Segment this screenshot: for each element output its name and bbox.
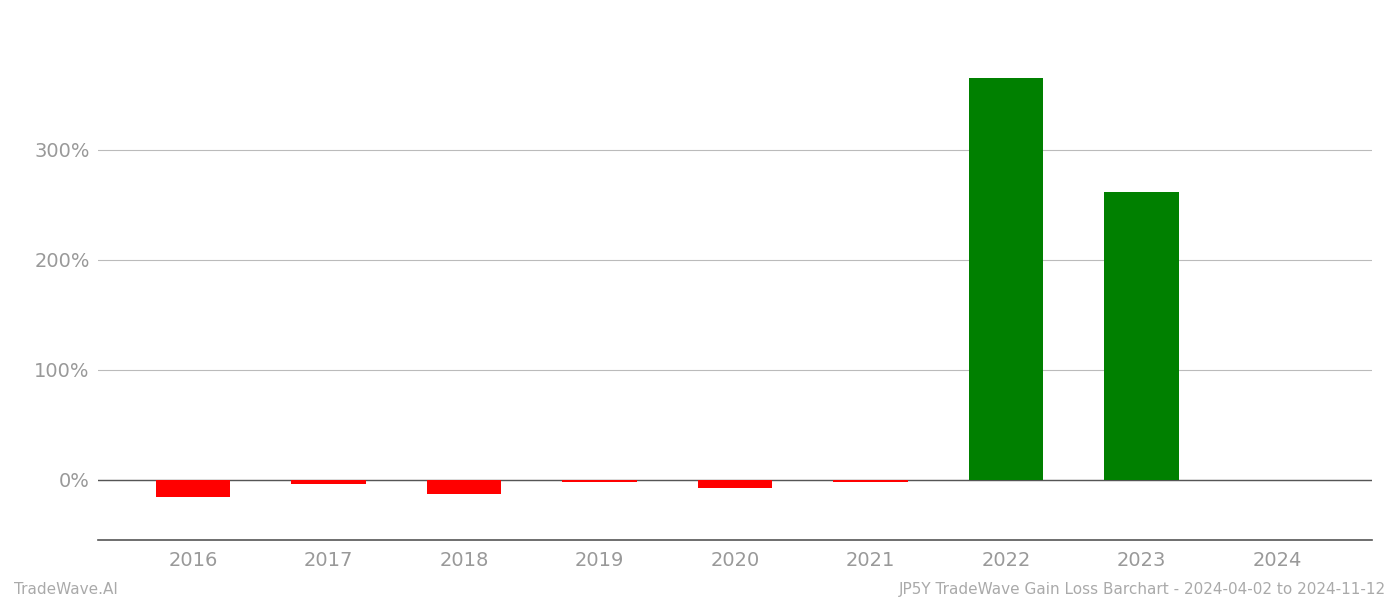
Bar xyxy=(291,479,365,484)
Bar xyxy=(1105,191,1179,479)
Text: JP5Y TradeWave Gain Loss Barchart - 2024-04-02 to 2024-11-12: JP5Y TradeWave Gain Loss Barchart - 2024… xyxy=(899,582,1386,597)
Bar xyxy=(697,479,773,488)
Bar xyxy=(969,79,1043,479)
Text: TradeWave.AI: TradeWave.AI xyxy=(14,582,118,597)
Bar xyxy=(833,479,907,482)
Bar xyxy=(427,479,501,494)
Bar xyxy=(563,479,637,482)
Bar xyxy=(155,479,230,497)
